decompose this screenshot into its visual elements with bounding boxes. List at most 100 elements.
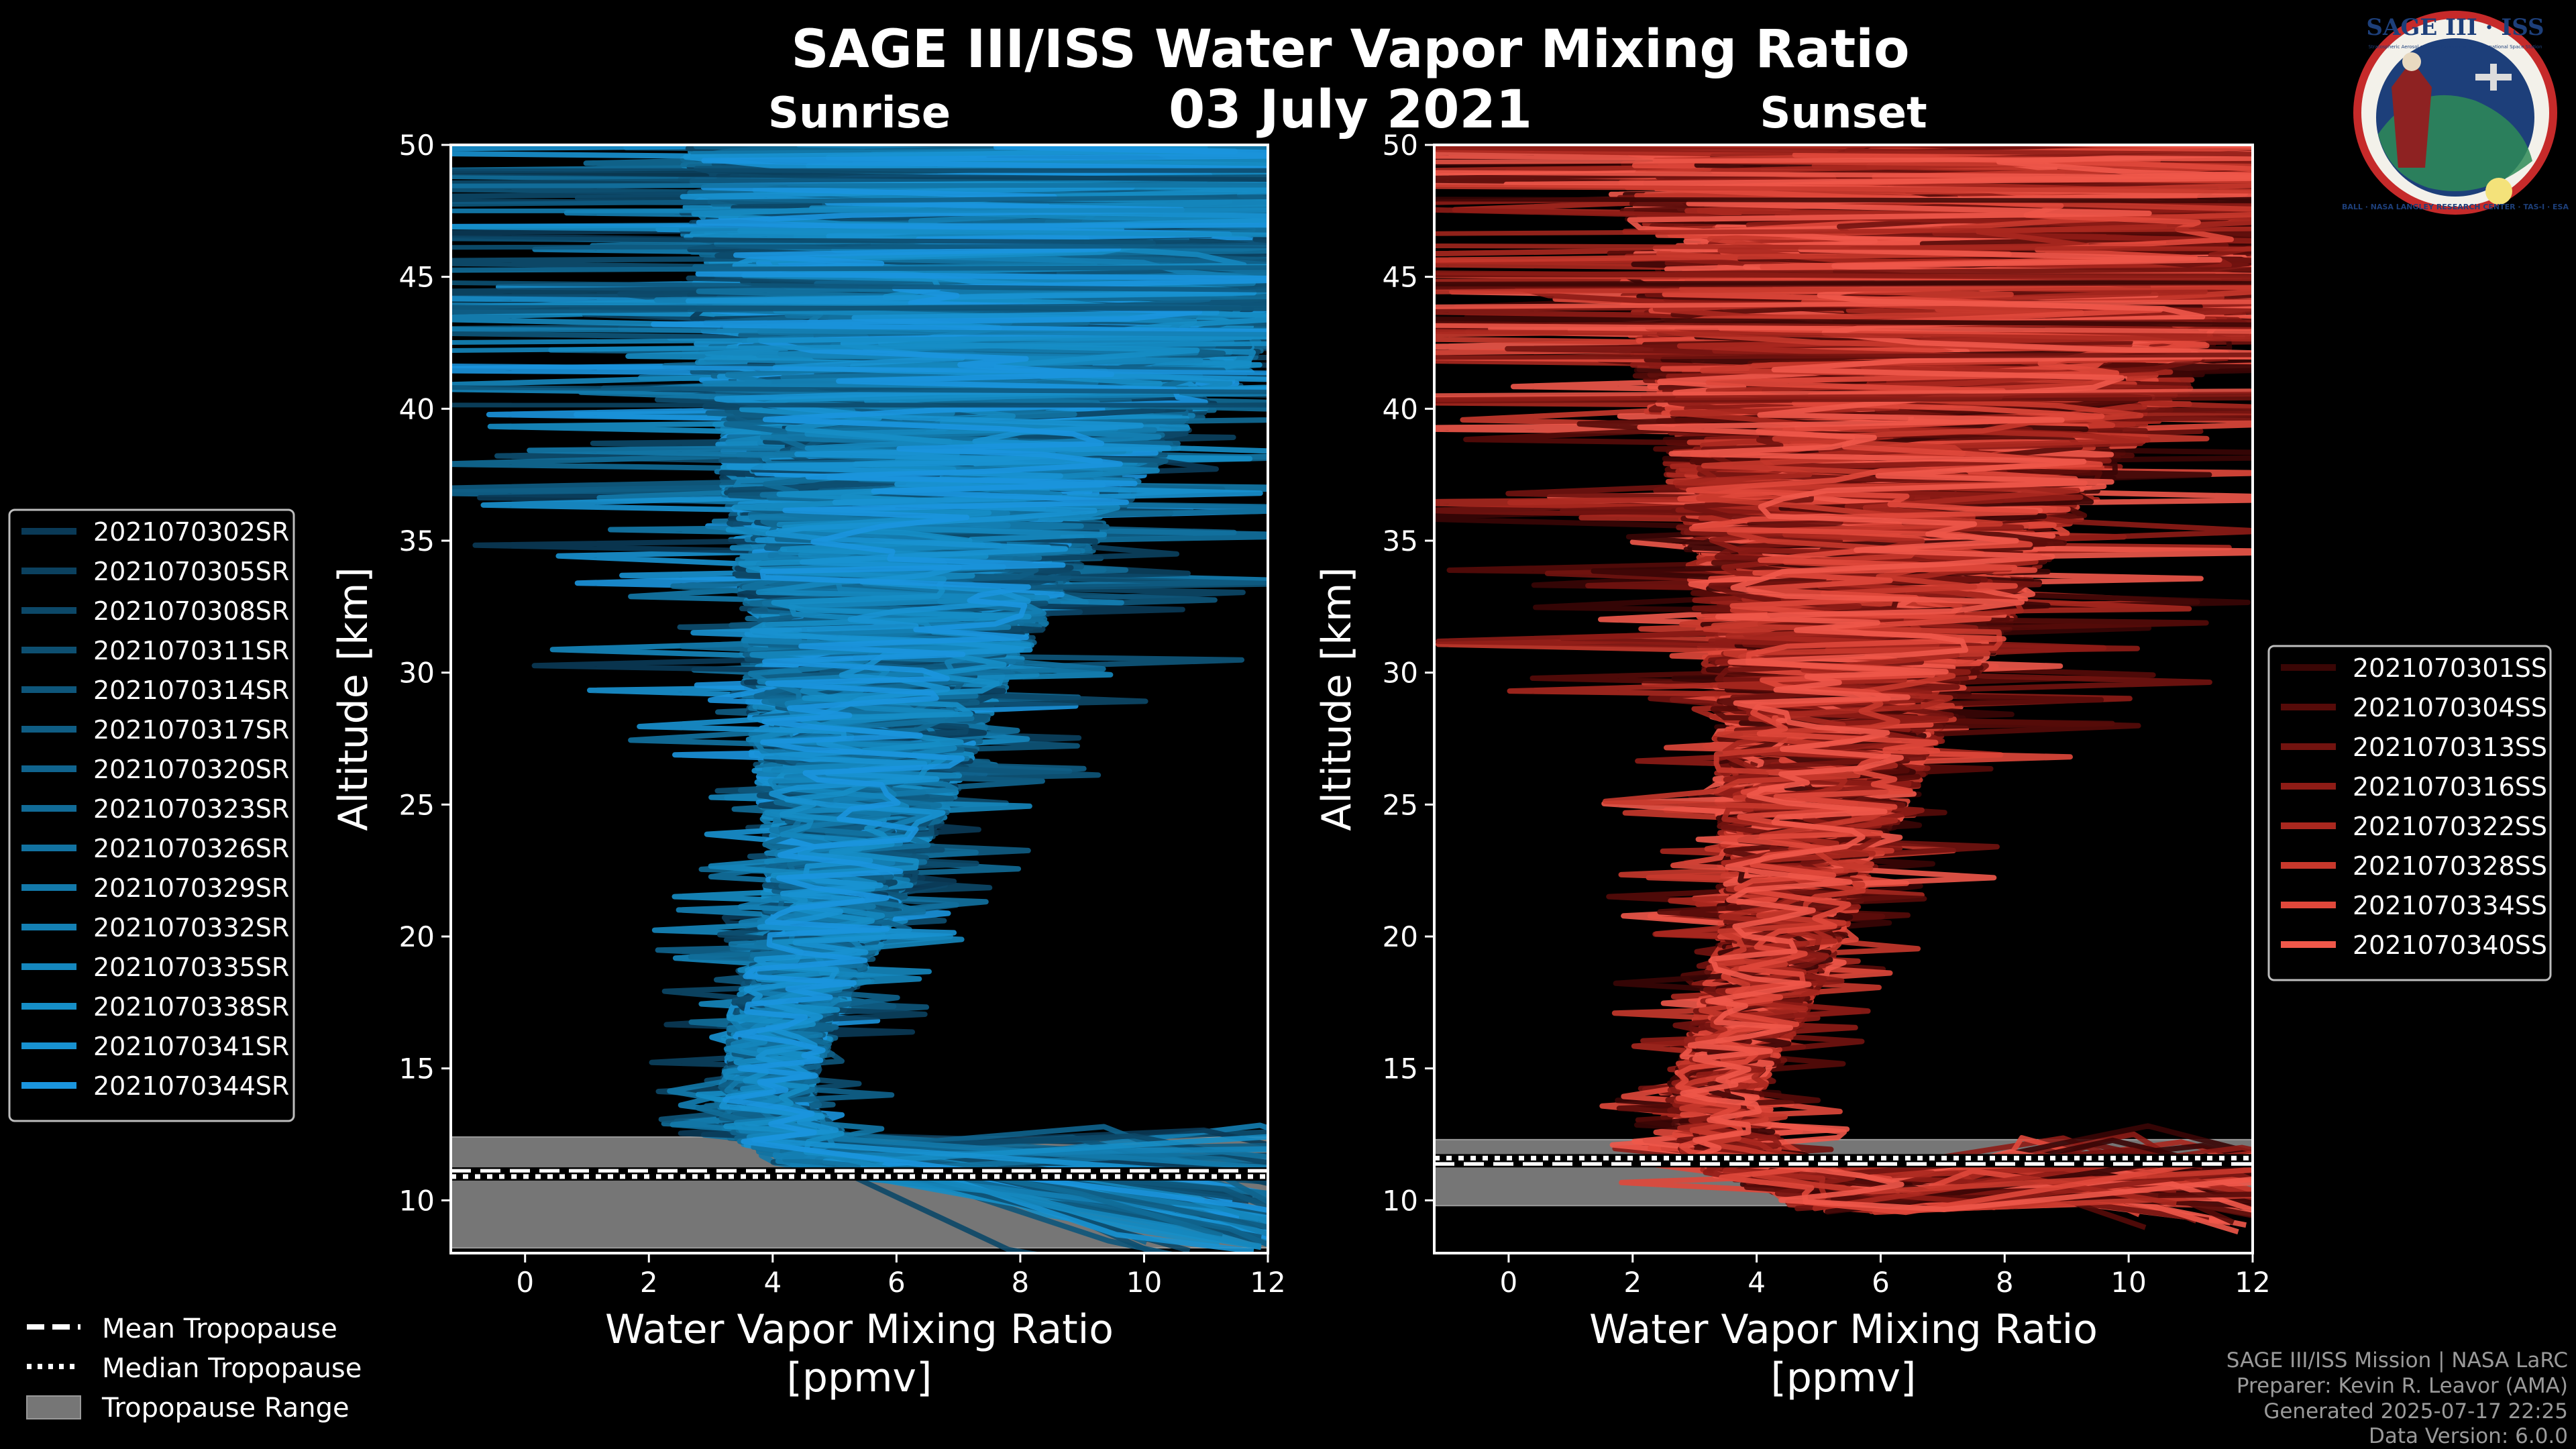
tropopause-legend: Mean Tropopause Median Tropopause Tropop… <box>26 1313 362 1424</box>
y-tick-label: 30 <box>1383 657 1418 690</box>
high-altitude-streak <box>451 225 1268 237</box>
legend-entry: 2021070302SR <box>93 517 289 547</box>
high-altitude-streak <box>1434 388 2253 398</box>
panel-title: Sunrise <box>768 89 951 138</box>
high-altitude-streak <box>1434 226 2253 236</box>
plot-frame <box>449 144 1269 1254</box>
legend-entry: 2021070340SS <box>2353 930 2547 960</box>
high-altitude-streak <box>1434 243 2253 252</box>
sage-iii-iss-logo: SAGE III · ISS Stratospheric Aerosol and… <box>2342 11 2569 215</box>
median-tropopause-label: Median Tropopause <box>102 1353 362 1384</box>
x-tick-label: 0 <box>1500 1266 1518 1299</box>
high-altitude-streak <box>451 265 1268 272</box>
sunset-panel: 0 2 4 6 8 10 12 10 15 20 25 30 35 40 45 50 Sunset Water V… <box>1313 89 2271 1401</box>
legend-entry: 2021070323SR <box>93 794 289 824</box>
legend-box <box>8 508 295 1122</box>
y-axis-label: Altitude [km] <box>330 567 377 831</box>
high-altitude-streak <box>451 280 1268 292</box>
y-tick-label: 45 <box>399 261 435 294</box>
high-altitude-streak <box>451 302 1268 315</box>
high-altitude-streak <box>1434 279 2253 287</box>
y-tick-label: 35 <box>399 525 435 557</box>
sunset-legend: 2021070301SS 2021070304SS 2021070313SS 2021… <box>2267 645 2552 981</box>
profile-lines <box>1434 145 2253 1235</box>
high-altitude-streak <box>451 244 1268 250</box>
legend-entry: 2021070308SR <box>93 596 289 626</box>
x-tick-label: 4 <box>763 1266 782 1299</box>
y-tick-label: 40 <box>1383 392 1418 425</box>
high-altitude-streak <box>451 182 1268 189</box>
x-axis-label: [ppmv] <box>787 1354 932 1401</box>
profile-line-2021070340SS <box>1503 145 2253 1212</box>
x-tick-label: 12 <box>1250 1266 1285 1299</box>
legend-entry: 2021070305SR <box>93 557 289 586</box>
x-tick-label: 10 <box>2110 1266 2146 1299</box>
legend-entry: 2021070320SR <box>93 755 289 784</box>
y-tick-label: 25 <box>399 788 435 821</box>
high-altitude-streak <box>451 385 1268 394</box>
mean-tropopause-label: Mean Tropopause <box>102 1313 337 1344</box>
x-axis-label: Water Vapor Mixing Ratio <box>605 1306 1114 1353</box>
high-altitude-streak <box>1434 323 2253 334</box>
x-tick-label: 0 <box>516 1266 534 1299</box>
sunrise-legend: 2021070302SR 2021070305SR 2021070308SR 2021… <box>8 508 295 1122</box>
high-altitude-streak <box>1434 156 2253 164</box>
legend-entry: 2021070341SR <box>93 1032 289 1061</box>
high-altitude-streak <box>1434 270 2253 282</box>
y-tick-label: 20 <box>399 920 435 953</box>
high-altitude-streak <box>1434 170 2253 180</box>
credits: SAGE III/ISS Mission | NASA LaRC Prepare… <box>2226 1348 2568 1448</box>
legend-entry: 2021070328SS <box>2353 851 2547 881</box>
legend-entry: 2021070329SR <box>93 873 289 903</box>
high-altitude-streak <box>1434 352 2253 360</box>
high-altitude-streak <box>1434 316 2253 327</box>
high-altitude-streak <box>451 170 1268 182</box>
logo-figure-head-icon <box>2402 52 2421 71</box>
y-tick-label: 50 <box>399 129 435 162</box>
y-tick-label: 50 <box>1383 129 1418 162</box>
legend-entry: 2021070322SS <box>2353 812 2547 841</box>
x-tick-label: 2 <box>640 1266 658 1299</box>
plot-frame <box>1433 144 2254 1254</box>
legend-entry: 2021070338SR <box>93 992 289 1022</box>
y-tick-label: 10 <box>399 1184 435 1217</box>
profile-line-2021070338SR <box>690 145 1268 1163</box>
legend-entry: 2021070344SR <box>93 1071 289 1101</box>
legend-entry: 2021070304SS <box>2353 693 2547 722</box>
tropopause-range-swatch <box>26 1395 81 1419</box>
high-altitude-streak <box>451 326 1268 337</box>
credit-line: Data Version: 6.0.0 <box>2369 1424 2568 1448</box>
x-tick-label: 8 <box>1996 1266 2014 1299</box>
y-axis-label: Altitude [km] <box>1313 567 1360 831</box>
legend-entry: 2021070311SR <box>93 636 289 665</box>
x-tick-label: 8 <box>1012 1266 1030 1299</box>
high-altitude-streak <box>1434 391 2253 402</box>
high-altitude-streak <box>1434 197 2253 204</box>
high-altitude-streak <box>451 194 1268 207</box>
legend-entry: 2021070334SS <box>2353 891 2547 920</box>
logo-subtitle: Stratospheric Aerosol and Gas Experiment… <box>2368 44 2542 50</box>
x-axis-label: [ppmv] <box>1771 1354 1917 1401</box>
credit-line: SAGE III/ISS Mission | NASA LaRC <box>2226 1348 2568 1373</box>
x-axis-label: Water Vapor Mixing Ratio <box>1589 1306 2098 1353</box>
logo-name: SAGE III · ISS <box>2366 14 2544 41</box>
legend-entry: 2021070314SR <box>93 676 289 705</box>
legend-box <box>2267 645 2552 981</box>
y-tick-label: 45 <box>1383 261 1418 294</box>
x-tick-label: 10 <box>1126 1266 1162 1299</box>
logo-iss-truss-icon <box>2490 64 2497 91</box>
legend-entry: 2021070332SR <box>93 913 289 943</box>
legend-entry: 2021070317SR <box>93 715 289 745</box>
legend-entry: 2021070316SS <box>2353 772 2547 802</box>
x-tick-label: 6 <box>1872 1266 1890 1299</box>
high-altitude-streak <box>1434 299 2253 309</box>
legend-entry: 2021070335SR <box>93 953 289 982</box>
y-tick-label: 35 <box>1383 525 1418 557</box>
high-altitude-streak <box>1434 184 2253 194</box>
high-altitude-streak <box>451 334 1268 345</box>
legend-entry: 2021070313SS <box>2353 733 2547 762</box>
high-altitude-streak <box>1434 329 2253 342</box>
y-tick-label: 15 <box>399 1053 435 1085</box>
y-tick-label: 10 <box>1383 1184 1418 1217</box>
